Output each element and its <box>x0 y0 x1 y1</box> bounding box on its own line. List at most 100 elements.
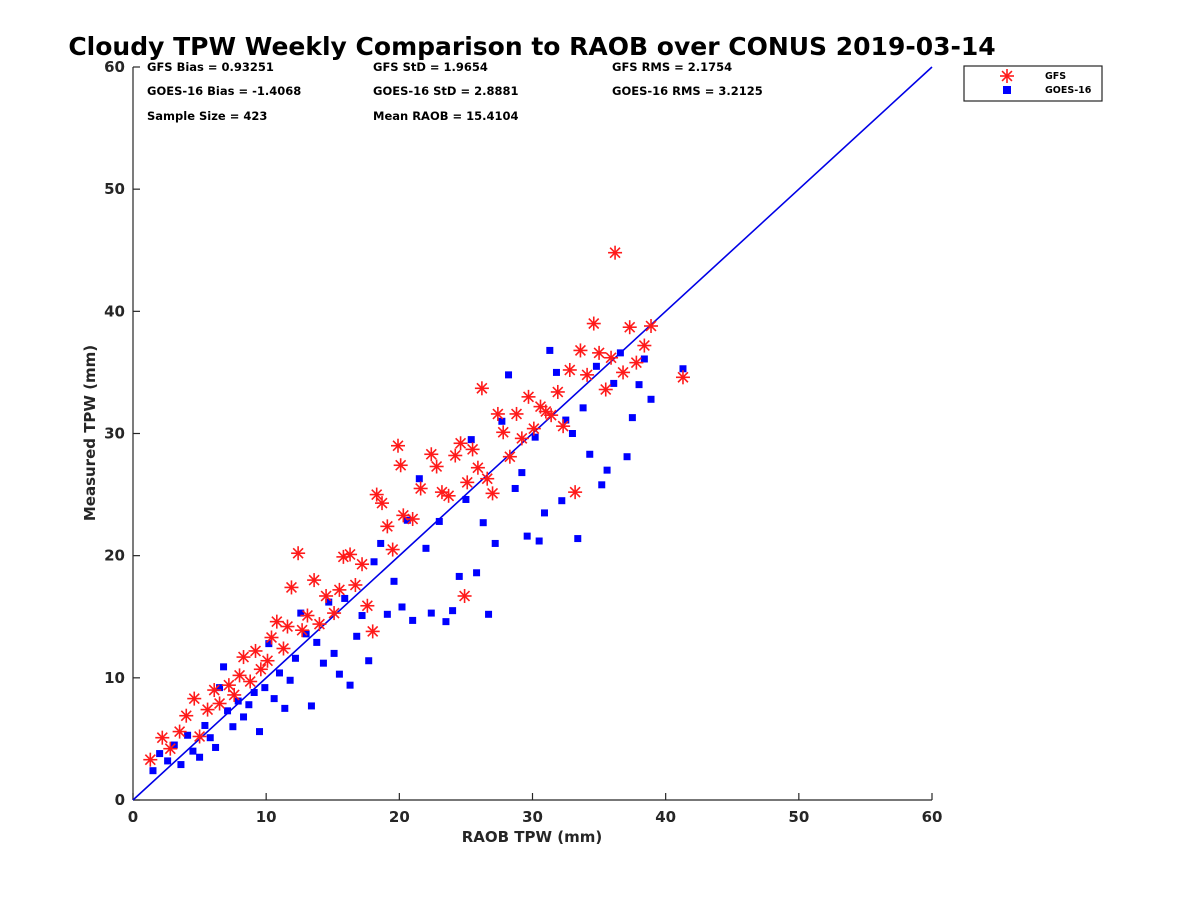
gfs-point <box>355 557 370 572</box>
chart-title: Cloudy TPW Weekly Comparison to RAOB ove… <box>68 32 995 61</box>
goes16-point <box>479 519 487 527</box>
goes16-point <box>291 654 299 662</box>
gfs-point <box>424 447 439 462</box>
gfs-point <box>538 404 553 419</box>
gfs-point <box>644 318 659 333</box>
goes16-point <box>574 535 582 543</box>
goes16-point <box>201 721 209 729</box>
x-tick-label: 60 <box>922 808 943 826</box>
gfs-point <box>485 486 500 501</box>
goes16-point <box>335 670 343 678</box>
goes16-point <box>562 416 570 424</box>
goes16-point <box>149 767 157 775</box>
gfs-point <box>143 752 158 767</box>
goes16-point <box>365 657 373 665</box>
y-tick-label: 40 <box>104 302 125 320</box>
gfs-point <box>375 496 390 511</box>
axis-ticks: 0 10 20 30 40 50 60 0 10 20 30 40 50 60 <box>104 58 942 826</box>
goes16-point <box>610 379 618 387</box>
gfs-point <box>192 729 207 744</box>
goes16-point <box>250 688 258 696</box>
gfs-point <box>280 619 295 634</box>
gfs-point <box>307 573 322 588</box>
goes16-point <box>603 466 611 474</box>
goes16-point <box>216 684 224 692</box>
gfs-point <box>550 384 565 399</box>
goes-std-text: GOES-16 StD = 2.8881 <box>373 84 518 98</box>
gfs-point <box>514 431 529 446</box>
gfs-point <box>592 345 607 360</box>
goes16-point <box>256 728 264 736</box>
gfs-point <box>260 653 275 668</box>
gfs-point <box>604 350 619 365</box>
goes16-point <box>449 607 457 615</box>
goes16-point <box>531 433 539 441</box>
gfs-point <box>200 702 215 717</box>
y-tick-label: 30 <box>104 425 125 443</box>
gfs-point <box>291 546 306 561</box>
goes16-point <box>353 632 361 640</box>
goes16-point <box>341 594 349 602</box>
gfs-point <box>429 459 444 474</box>
goes16-point <box>535 537 543 545</box>
gfs-rms-text: GFS RMS = 2.1754 <box>612 60 732 74</box>
goes16-point <box>377 539 385 547</box>
plot-area: 0 10 20 30 40 50 60 0 10 20 30 40 50 60 <box>104 58 942 826</box>
x-tick-label: 30 <box>522 808 543 826</box>
y-tick-label: 60 <box>104 58 125 76</box>
goes16-point <box>164 757 172 765</box>
goes16-point <box>586 450 594 458</box>
goes16-point <box>552 368 560 376</box>
gfs-point <box>319 588 334 603</box>
gfs-point <box>453 436 468 451</box>
goes16-point <box>598 481 606 489</box>
goes16-point <box>511 484 519 492</box>
goes16-point <box>409 616 417 624</box>
goes16-point <box>265 640 273 648</box>
goes16-point <box>540 509 548 517</box>
goes16-point <box>325 598 333 606</box>
gfs-point <box>207 683 222 698</box>
gfs-point <box>312 617 327 632</box>
gfs-point <box>509 406 524 421</box>
gfs-points <box>143 245 690 767</box>
goes16-point <box>383 610 391 618</box>
gfs-point <box>616 365 631 380</box>
gfs-point <box>573 343 588 358</box>
goes16-point <box>491 539 499 547</box>
goes16-point <box>647 395 655 403</box>
goes16-point <box>177 761 185 769</box>
goes16-point <box>462 495 470 503</box>
gfs-point <box>172 724 187 739</box>
gfs-point <box>221 678 236 693</box>
goes16-point <box>427 609 435 617</box>
gfs-point <box>413 481 428 496</box>
gfs-point <box>675 370 690 385</box>
gfs-point <box>253 662 268 677</box>
goes16-point <box>398 603 406 611</box>
gfs-bias-text: GFS Bias = 0.93251 <box>147 60 274 74</box>
gfs-point <box>264 630 279 645</box>
goes16-point <box>370 558 378 566</box>
goes16-point <box>579 404 587 412</box>
gfs-point <box>380 519 395 534</box>
gfs-point <box>369 487 384 502</box>
gfs-point <box>490 406 505 421</box>
goes16-point <box>640 355 648 363</box>
goes16-point <box>422 544 430 552</box>
gfs-std-text: GFS StD = 1.9654 <box>373 60 488 74</box>
gfs-point <box>391 438 406 453</box>
goes16-point <box>635 381 643 389</box>
goes16-point <box>275 669 283 677</box>
x-tick-label: 10 <box>256 808 277 826</box>
goes16-point <box>435 517 443 525</box>
goes16-points <box>149 346 687 775</box>
legend-gfs-label: GFS <box>1045 71 1066 82</box>
gfs-point <box>460 475 475 490</box>
gfs-point <box>155 730 170 745</box>
gfs-point <box>608 245 623 260</box>
x-tick-label: 40 <box>655 808 676 826</box>
one-to-one-line-group <box>132 66 933 801</box>
gfs-point <box>212 696 227 711</box>
y-tick-label: 50 <box>104 180 125 198</box>
